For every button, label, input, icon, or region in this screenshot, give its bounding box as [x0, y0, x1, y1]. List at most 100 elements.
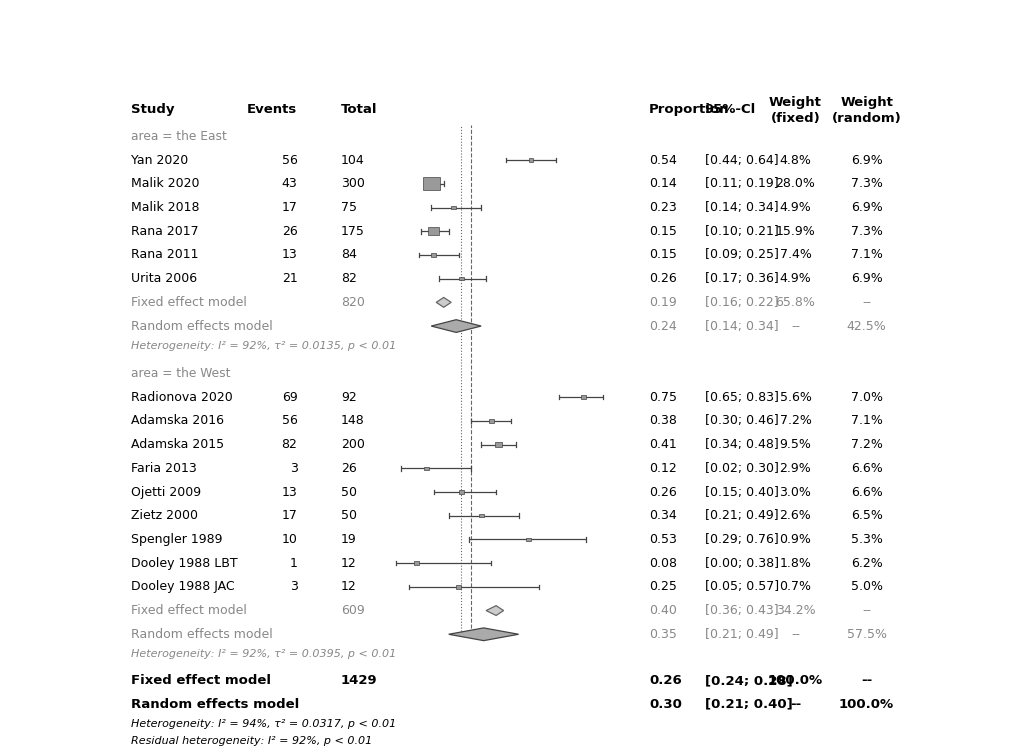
Text: 7.0%: 7.0% — [850, 391, 881, 404]
Text: 0.15: 0.15 — [649, 249, 677, 261]
Text: Dooley 1988 JAC: Dooley 1988 JAC — [131, 581, 234, 593]
Text: 82: 82 — [340, 272, 357, 285]
Text: Dooley 1988 LBT: Dooley 1988 LBT — [131, 556, 237, 570]
Text: Random effects model: Random effects model — [131, 628, 273, 641]
Text: 2.9%: 2.9% — [779, 462, 810, 475]
Text: [0.21; 0.40]: [0.21; 0.40] — [704, 698, 792, 710]
Text: 148: 148 — [340, 415, 365, 427]
Text: area = the West: area = the West — [131, 367, 230, 380]
Text: 0.15: 0.15 — [649, 225, 677, 238]
Text: 0.30: 0.30 — [649, 698, 682, 710]
Text: Malik 2020: Malik 2020 — [131, 177, 200, 190]
Text: Heterogeneity: I² = 92%, τ² = 0.0395, p < 0.01: Heterogeneity: I² = 92%, τ² = 0.0395, p … — [131, 650, 396, 659]
Text: 0.08: 0.08 — [649, 556, 677, 570]
Text: Residual heterogeneity: I² = 92%, p < 0.01: Residual heterogeneity: I² = 92%, p < 0.… — [131, 737, 372, 746]
Text: [0.21; 0.49]: [0.21; 0.49] — [704, 628, 777, 641]
Bar — [526, 538, 531, 541]
Text: 84: 84 — [340, 249, 357, 261]
Text: Adamska 2016: Adamska 2016 — [131, 415, 224, 427]
Text: 0.41: 0.41 — [649, 438, 677, 451]
Text: 100.0%: 100.0% — [839, 698, 894, 710]
Bar — [459, 490, 463, 493]
Text: 0.14: 0.14 — [649, 177, 677, 190]
Text: 5.3%: 5.3% — [850, 533, 881, 546]
Text: 0.12: 0.12 — [649, 462, 677, 475]
Polygon shape — [436, 297, 450, 307]
Text: 69: 69 — [281, 391, 298, 404]
Text: [0.34; 0.48]: [0.34; 0.48] — [704, 438, 777, 451]
Text: 10: 10 — [281, 533, 298, 546]
Text: --: -- — [789, 698, 800, 710]
Text: 7.4%: 7.4% — [779, 249, 811, 261]
Text: 300: 300 — [340, 177, 365, 190]
Text: Faria 2013: Faria 2013 — [131, 462, 197, 475]
Text: [0.21; 0.49]: [0.21; 0.49] — [704, 509, 777, 522]
Bar — [495, 442, 501, 447]
Text: 9.5%: 9.5% — [779, 438, 811, 451]
Text: 175: 175 — [340, 225, 365, 238]
Text: Radionova 2020: Radionova 2020 — [131, 391, 233, 404]
Text: Zietz 2000: Zietz 2000 — [131, 509, 199, 522]
Text: 0.26: 0.26 — [649, 674, 682, 687]
Polygon shape — [486, 605, 503, 616]
Text: 6.6%: 6.6% — [850, 462, 881, 475]
Text: 17: 17 — [281, 509, 298, 522]
Text: 0.19: 0.19 — [649, 296, 677, 309]
Text: Spengler 1989: Spengler 1989 — [131, 533, 223, 546]
Polygon shape — [448, 697, 495, 711]
Text: 200: 200 — [340, 438, 365, 451]
Bar — [428, 228, 438, 235]
Bar — [488, 419, 493, 423]
Text: 1429: 1429 — [340, 674, 377, 687]
Text: [0.15; 0.40]: [0.15; 0.40] — [704, 485, 777, 499]
Text: 0.38: 0.38 — [649, 415, 677, 427]
Text: 6.2%: 6.2% — [850, 556, 881, 570]
Bar — [455, 585, 461, 589]
Bar — [414, 562, 418, 565]
Bar — [422, 177, 439, 190]
Text: 7.2%: 7.2% — [779, 415, 811, 427]
Text: 26: 26 — [281, 225, 298, 238]
Text: Fixed effect model: Fixed effect model — [131, 296, 247, 309]
Text: [0.05; 0.57]: [0.05; 0.57] — [704, 581, 777, 593]
Text: 21: 21 — [281, 272, 298, 285]
Text: 6.9%: 6.9% — [850, 201, 881, 214]
Text: 6.9%: 6.9% — [850, 154, 881, 167]
Text: 65.8%: 65.8% — [774, 296, 814, 309]
Text: Adamska 2015: Adamska 2015 — [131, 438, 224, 451]
Text: [0.09; 0.25]: [0.09; 0.25] — [704, 249, 777, 261]
Text: 0.53: 0.53 — [649, 533, 677, 546]
Text: [0.11; 0.19]: [0.11; 0.19] — [704, 177, 777, 190]
Text: 43: 43 — [281, 177, 298, 190]
Text: (random): (random) — [830, 112, 901, 125]
Text: Fixed effect model: Fixed effect model — [131, 604, 247, 617]
Text: Urita 2006: Urita 2006 — [131, 272, 198, 285]
Text: 100.0%: 100.0% — [767, 674, 822, 687]
Text: 3: 3 — [289, 462, 298, 475]
Text: 4.9%: 4.9% — [779, 272, 810, 285]
Text: --: -- — [790, 320, 799, 333]
Text: Proportion: Proportion — [649, 104, 729, 116]
Text: 0.26: 0.26 — [649, 272, 677, 285]
Text: 56: 56 — [281, 154, 298, 167]
Text: Total: Total — [340, 104, 377, 116]
Text: [0.14; 0.34]: [0.14; 0.34] — [704, 320, 777, 333]
Text: Rana 2011: Rana 2011 — [131, 249, 199, 261]
Text: 5.6%: 5.6% — [779, 391, 811, 404]
Text: 3: 3 — [289, 581, 298, 593]
Text: --: -- — [861, 296, 870, 309]
Text: 4.9%: 4.9% — [779, 201, 810, 214]
Text: Yan 2020: Yan 2020 — [131, 154, 189, 167]
Text: [0.16; 0.22]: [0.16; 0.22] — [704, 296, 777, 309]
Text: 104: 104 — [340, 154, 365, 167]
Bar — [581, 396, 585, 399]
Text: 0.54: 0.54 — [649, 154, 677, 167]
Text: 15.9%: 15.9% — [774, 225, 814, 238]
Text: 95%-Cl: 95%-Cl — [704, 104, 755, 116]
Text: 75: 75 — [340, 201, 357, 214]
Text: 4.8%: 4.8% — [779, 154, 811, 167]
Text: 609: 609 — [340, 604, 365, 617]
Text: 0.9%: 0.9% — [779, 533, 811, 546]
Text: 820: 820 — [340, 296, 365, 309]
Text: Events: Events — [247, 104, 298, 116]
